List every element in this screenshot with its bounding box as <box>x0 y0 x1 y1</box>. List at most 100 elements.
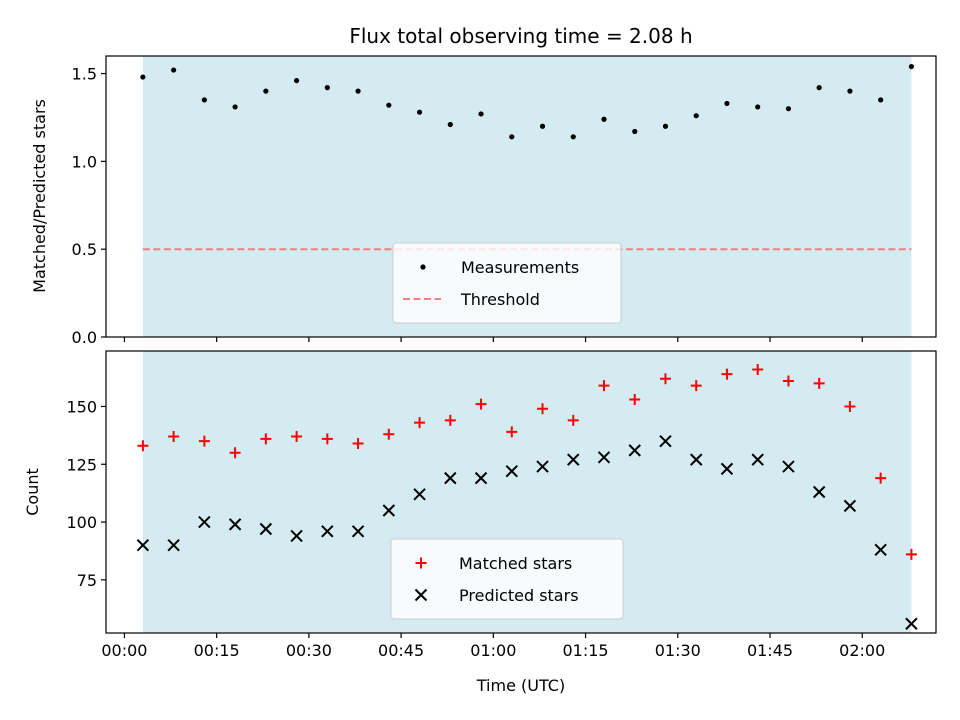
top-panel: 0.0 0.5 1.0 1.5 Flux total observing time =… <box>30 24 937 347</box>
measurements-point <box>355 88 361 94</box>
matched-stars-point <box>659 373 671 385</box>
matched-stars-point <box>260 433 272 445</box>
predicted-stars-point <box>905 617 918 630</box>
measurements-point <box>416 109 423 115</box>
measurements-point <box>386 102 392 108</box>
measurements-point <box>662 123 669 129</box>
matched-stars-point <box>321 433 333 445</box>
matched-stars-point <box>475 398 487 410</box>
x-tick-label: 00:00 <box>101 641 147 660</box>
matched-stars-point <box>752 363 764 375</box>
predicted-stars-point <box>812 485 826 499</box>
predicted-stars-point <box>198 515 211 529</box>
predicted-stars-point <box>444 471 457 485</box>
y-tick-label: 0.5 <box>72 240 97 259</box>
measurements-point <box>140 74 146 80</box>
predicted-stars-point <box>597 451 611 464</box>
measurements-point <box>263 88 269 94</box>
predicted-stars-point <box>290 529 303 543</box>
plot-frame-top <box>105 55 937 338</box>
matched-stars-point <box>567 414 579 426</box>
matched-stars-point <box>844 400 856 412</box>
predicted-stars-point <box>413 488 426 501</box>
predicted-stars-point <box>259 522 273 536</box>
y-tick-label: 75 <box>77 571 97 590</box>
measurements-point <box>478 111 484 117</box>
predicted-stars-point <box>474 471 488 485</box>
measurements-legend-marker <box>420 264 426 270</box>
matched-stars-point <box>198 435 210 447</box>
matched-stars-point <box>383 428 395 440</box>
matched-stars-point <box>444 414 456 426</box>
y-tick-label: 1.0 <box>72 152 97 171</box>
legend-label: Predicted stars <box>459 586 579 605</box>
x-tick-label: 01:00 <box>470 641 516 660</box>
legend-label: Threshold <box>460 290 540 309</box>
y-tick-label: 150 <box>66 397 97 416</box>
measurements-point <box>601 116 607 122</box>
measurements-point <box>785 106 792 112</box>
measurements-point <box>755 104 761 110</box>
measurements-point <box>539 123 546 129</box>
y-axis-label-count: Count <box>23 468 42 516</box>
y-tick-label: 1.5 <box>72 65 97 84</box>
measurements-point <box>847 88 853 94</box>
measurements-point <box>632 128 638 135</box>
measurements-point <box>908 63 915 70</box>
matched-stars-point <box>905 548 917 560</box>
measurements-point <box>171 67 177 73</box>
x-tick-label: 01:45 <box>747 641 793 660</box>
x-tick-label: 02:00 <box>839 641 885 660</box>
predicted-stars-point <box>228 518 242 531</box>
matched-stars-point <box>414 417 426 429</box>
x-tick-label: 00:30 <box>286 641 332 660</box>
measurements-point <box>293 77 300 84</box>
predicted-stars-point <box>382 504 396 517</box>
predicted-stars-point <box>351 525 365 538</box>
legend-label: Measurements <box>461 258 579 277</box>
predicted-stars-point <box>690 453 703 466</box>
y-tick-label: 100 <box>66 513 97 532</box>
measurements-point <box>816 85 822 91</box>
y-tick-label: 0.0 <box>72 328 97 347</box>
predicted-stars-point <box>720 462 734 476</box>
x-tick-label: 01:15 <box>563 641 609 660</box>
legend-box <box>392 242 622 324</box>
predicted-stars-point <box>136 538 150 552</box>
measurements-point <box>447 121 453 128</box>
matched-stars-point <box>813 377 825 389</box>
legend-top: Measurements Threshold <box>392 242 622 324</box>
legend-box <box>390 538 624 620</box>
matched-stars-point <box>721 368 733 380</box>
measurements-point <box>509 134 515 140</box>
y-tick-label: 125 <box>66 455 97 474</box>
predicted-stars-point <box>567 453 580 466</box>
x-axis-label: Time (UTC) <box>476 676 565 695</box>
matched-stars-point <box>629 394 641 406</box>
x-tick-label: 00:45 <box>378 641 424 660</box>
matched-stars-point <box>168 431 180 443</box>
matched-stars-point <box>690 380 702 392</box>
measurements-point <box>570 134 576 140</box>
predicted-stars-point <box>843 499 857 513</box>
predicted-stars-point <box>321 525 334 538</box>
matched-stars-point <box>352 437 364 449</box>
x-tick-label: 00:15 <box>194 641 240 660</box>
matched-stars-point <box>506 426 518 438</box>
measurements-point <box>324 85 330 91</box>
matched-stars-point <box>782 375 794 387</box>
measurements-point <box>693 113 699 119</box>
matched-stars-point <box>137 440 149 452</box>
legend-bottom: Matched stars Predicted stars <box>390 538 624 620</box>
legend-label: Matched stars <box>459 554 572 573</box>
predicted-stars-point <box>505 464 518 478</box>
matched-stars-point <box>875 472 887 484</box>
predicted-stars-point <box>659 434 672 448</box>
matched-stars-point <box>537 403 549 415</box>
predicted-stars-legend-marker <box>414 588 428 602</box>
matched-stars-point <box>598 380 610 392</box>
predicted-stars-point <box>628 444 641 457</box>
y-axis-label-ratio: Matched/Predicted stars <box>30 99 49 293</box>
measurements-point <box>724 100 730 107</box>
